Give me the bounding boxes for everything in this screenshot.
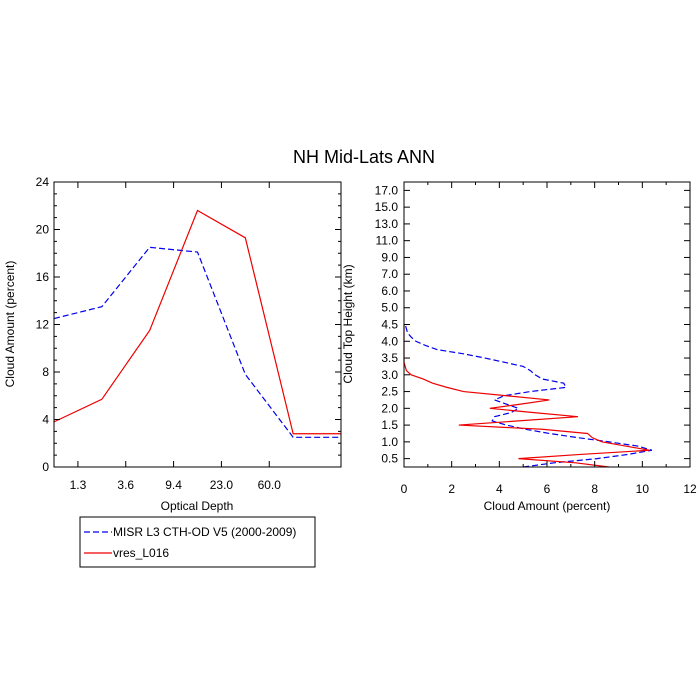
right-y-tick-label: 17.0 bbox=[375, 183, 399, 197]
right-y-tick-label: 1.5 bbox=[381, 418, 398, 432]
right-y-tick-label: 0.5 bbox=[381, 452, 398, 466]
right-y-tick-label: 3.5 bbox=[381, 351, 398, 365]
right-chart-panel: 0 2 4 6 8 10 12 0.5 1.0 1.5 2.0 2.5 3.0 3.5 4.0 4.5 5.0 6… bbox=[341, 181, 697, 513]
left-plot-frame bbox=[53, 181, 342, 468]
left-x-tick-label: 9.4 bbox=[165, 478, 182, 492]
left-chart-panel: 0 4 8 12 16 20 24 1.3 3.6 9.4 23.0 60.0 Optical Dep… bbox=[3, 175, 342, 513]
left-y-tick-label: 8 bbox=[42, 365, 49, 379]
left-x-tick-label: 23.0 bbox=[210, 478, 234, 492]
right-series-line-model bbox=[403, 324, 650, 468]
right-x-axis-label: Cloud Amount (percent) bbox=[484, 499, 611, 513]
left-series-line-model bbox=[53, 209, 341, 435]
right-plot-frame bbox=[403, 181, 691, 468]
left-y-tick-label: 4 bbox=[42, 413, 49, 427]
left-x-tick-label: 60.0 bbox=[258, 478, 282, 492]
right-x-tick-label: 6 bbox=[544, 482, 551, 496]
right-series-line-obs bbox=[404, 324, 653, 468]
right-y-tick-label: 15.0 bbox=[375, 200, 399, 214]
left-y-tick-label: 24 bbox=[36, 175, 50, 189]
right-y-axis-label: Cloud Top Height (km) bbox=[341, 264, 355, 383]
right-y-tick-label: 2.5 bbox=[381, 385, 398, 399]
left-x-tick-label: 3.6 bbox=[117, 478, 134, 492]
legend-label-model: vres_L016 bbox=[113, 546, 169, 560]
right-x-tick-label: 2 bbox=[448, 482, 455, 496]
legend-label-obs: MISR L3 CTH-OD V5 (2000-2009) bbox=[113, 525, 296, 539]
left-y-tick-label: 0 bbox=[42, 460, 49, 474]
legend-box bbox=[79, 516, 316, 568]
right-y-tick-label: 9.0 bbox=[381, 250, 398, 264]
right-x-tick-label: 8 bbox=[591, 482, 598, 496]
right-y-tick-label: 7.0 bbox=[381, 267, 398, 281]
right-y-tick-label: 2.0 bbox=[381, 401, 398, 415]
right-y-tick-label: 5.0 bbox=[381, 301, 398, 315]
left-y-tick-label: 12 bbox=[36, 318, 50, 332]
right-x-tick-label: 12 bbox=[683, 482, 697, 496]
left-y-axis-label: Cloud Amount (percent) bbox=[3, 261, 17, 388]
right-x-tick-label: 0 bbox=[401, 482, 408, 496]
left-x-tick-label: 1.3 bbox=[70, 478, 87, 492]
right-y-tick-label: 4.5 bbox=[381, 318, 398, 332]
left-series-line-obs bbox=[53, 246, 341, 438]
right-x-tick-label: 10 bbox=[636, 482, 650, 496]
right-y-tick-label: 1.0 bbox=[381, 435, 398, 449]
left-y-tick-label: 20 bbox=[36, 223, 50, 237]
right-y-tick-label: 11.0 bbox=[376, 234, 399, 248]
left-x-axis-label: Optical Depth bbox=[161, 499, 234, 513]
right-x-tick-label: 4 bbox=[496, 482, 503, 496]
right-y-tick-label: 4.0 bbox=[381, 334, 398, 348]
right-y-tick-label: 6.0 bbox=[381, 284, 398, 298]
left-y-tick-label: 16 bbox=[36, 270, 50, 284]
chart-title: NH Mid-Lats ANN bbox=[293, 147, 435, 167]
right-y-tick-label: 13.0 bbox=[375, 217, 399, 231]
legend: MISR L3 CTH-OD V5 (2000-2009) vres_L016 bbox=[79, 516, 316, 568]
right-y-tick-label: 3.0 bbox=[381, 368, 398, 382]
